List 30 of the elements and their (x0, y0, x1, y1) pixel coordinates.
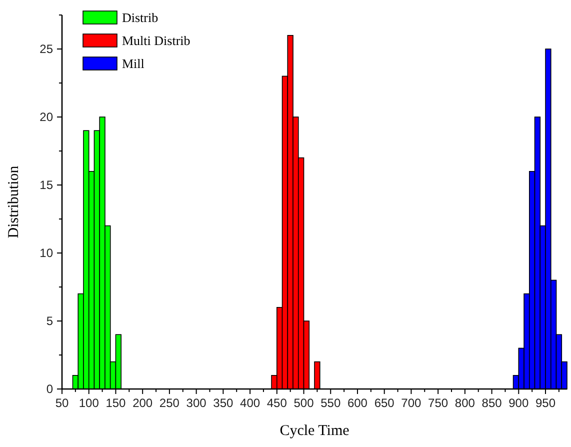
y-axis-title: Distribution (6, 165, 22, 238)
x-tick-label: 500 (294, 396, 314, 410)
x-tick-label: 50 (55, 396, 69, 410)
x-tick-label: 700 (401, 396, 422, 410)
x-tick-label: 900 (508, 396, 529, 410)
x-tick-label: 300 (186, 396, 207, 410)
y-tick-label: 15 (40, 178, 54, 192)
x-tick-label: 550 (320, 396, 341, 410)
legend-label: Multi Distrib (122, 33, 190, 48)
x-axis-title: Cycle Time (280, 423, 350, 439)
y-tick-label: 20 (40, 110, 54, 124)
x-tick-label: 250 (159, 396, 180, 410)
y-tick-label: 25 (40, 42, 54, 56)
x-tick-label: 600 (347, 396, 368, 410)
y-tick-label: 0 (46, 382, 54, 396)
x-tick-label: 800 (454, 396, 476, 410)
x-tick-label: 750 (428, 396, 448, 410)
legend-label: Mill (122, 56, 145, 71)
x-tick-label: 400 (240, 396, 260, 410)
x-tick-label: 850 (482, 396, 502, 410)
x-tick-label: 350 (213, 396, 234, 410)
x-tick-label: 100 (78, 396, 100, 410)
x-tick-label: 450 (266, 396, 288, 410)
x-tick-label: 950 (535, 396, 556, 410)
x-tick-label: 200 (132, 396, 153, 410)
y-tick-label: 10 (40, 246, 54, 260)
x-tick-label: 650 (374, 396, 395, 410)
y-tick-label: 5 (46, 314, 54, 328)
legend-label: Distrib (122, 10, 158, 25)
x-tick-label: 150 (106, 396, 126, 410)
